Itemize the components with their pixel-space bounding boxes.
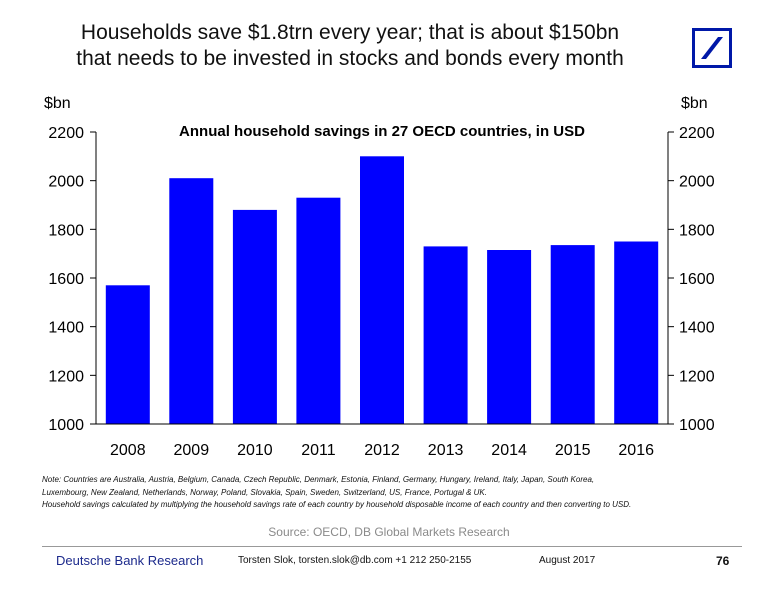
x-tick-label: 2014 bbox=[491, 442, 527, 459]
bar-2015 bbox=[550, 245, 595, 424]
right-y-tick-label: 2000 bbox=[679, 174, 715, 191]
bar-2012 bbox=[360, 156, 404, 425]
x-tick-label: 2015 bbox=[555, 442, 591, 459]
chart-axes: 2008 2009 2010 2011 2012 2013 2014 2015 2016 1000… bbox=[48, 125, 714, 459]
note-line-3: Household savings calculated by multiply… bbox=[42, 500, 632, 509]
left-y-tick-label: 1600 bbox=[48, 271, 84, 288]
chart-note: Note: Countries are Australia, Austria, … bbox=[42, 474, 752, 512]
x-tick-label: 2011 bbox=[301, 442, 336, 459]
x-tick-label: 2008 bbox=[110, 442, 146, 459]
x-tick-label: 2010 bbox=[237, 442, 273, 459]
bar-2014 bbox=[487, 250, 532, 424]
bar-2010 bbox=[232, 209, 277, 424]
source-text: Source: OECD, DB Global Markets Research bbox=[268, 525, 510, 539]
bar-2011 bbox=[296, 197, 341, 424]
right-y-tick-label: 2200 bbox=[679, 125, 715, 142]
page-number: 76 bbox=[716, 554, 730, 568]
x-tick-label: 2009 bbox=[174, 442, 210, 459]
headline-line-1: Households save $1.8trn every year; that… bbox=[80, 21, 620, 44]
footer-brand: Deutsche Bank Research bbox=[56, 553, 204, 568]
right-y-tick-label: 1000 bbox=[679, 417, 715, 434]
right-y-tick-label: 1200 bbox=[679, 368, 715, 385]
footer-author: Torsten Slok, torsten.slok@db.com +1 212… bbox=[238, 555, 472, 566]
bar-2013 bbox=[423, 246, 468, 424]
left-y-tick-label: 1200 bbox=[48, 368, 84, 385]
left-y-tick-label: 1000 bbox=[48, 417, 84, 434]
x-tick-label: 2016 bbox=[618, 442, 654, 459]
left-y-tick-label: 1800 bbox=[48, 222, 84, 239]
bar-series bbox=[105, 156, 659, 425]
footer-divider bbox=[42, 546, 742, 547]
right-y-tick-label: 1800 bbox=[679, 222, 715, 239]
left-y-tick-label: 1400 bbox=[48, 320, 84, 337]
chart-title: Annual household savings in 27 OECD coun… bbox=[179, 123, 585, 140]
left-y-tick-label: 2000 bbox=[48, 174, 84, 191]
note-line-1: Note: Countries are Australia, Austria, … bbox=[42, 475, 595, 484]
deutsche-bank-logo-icon bbox=[692, 28, 732, 68]
left-y-tick-label: 2200 bbox=[48, 125, 84, 142]
note-line-2: Luxembourg, New Zealand, Netherlands, No… bbox=[42, 487, 487, 497]
bar-2016 bbox=[614, 241, 659, 424]
bar-2008 bbox=[105, 285, 150, 424]
right-y-tick-label: 1400 bbox=[679, 320, 715, 337]
x-tick-label: 2013 bbox=[428, 442, 464, 459]
footer-date: August 2017 bbox=[539, 555, 596, 566]
headline-line-2: that needs to be invested in stocks and … bbox=[76, 47, 624, 70]
right-y-tick-label: 1600 bbox=[679, 271, 715, 288]
bar-2009 bbox=[169, 178, 214, 424]
slide-headline: Households save $1.8trn every year; that… bbox=[20, 20, 680, 72]
savings-bar-chart: $bn $bn Annual household savings in 27 O… bbox=[44, 95, 715, 459]
x-tick-label: 2012 bbox=[364, 442, 400, 459]
left-axis-unit-label: $bn bbox=[44, 95, 71, 112]
right-axis-unit-label: $bn bbox=[681, 95, 708, 112]
